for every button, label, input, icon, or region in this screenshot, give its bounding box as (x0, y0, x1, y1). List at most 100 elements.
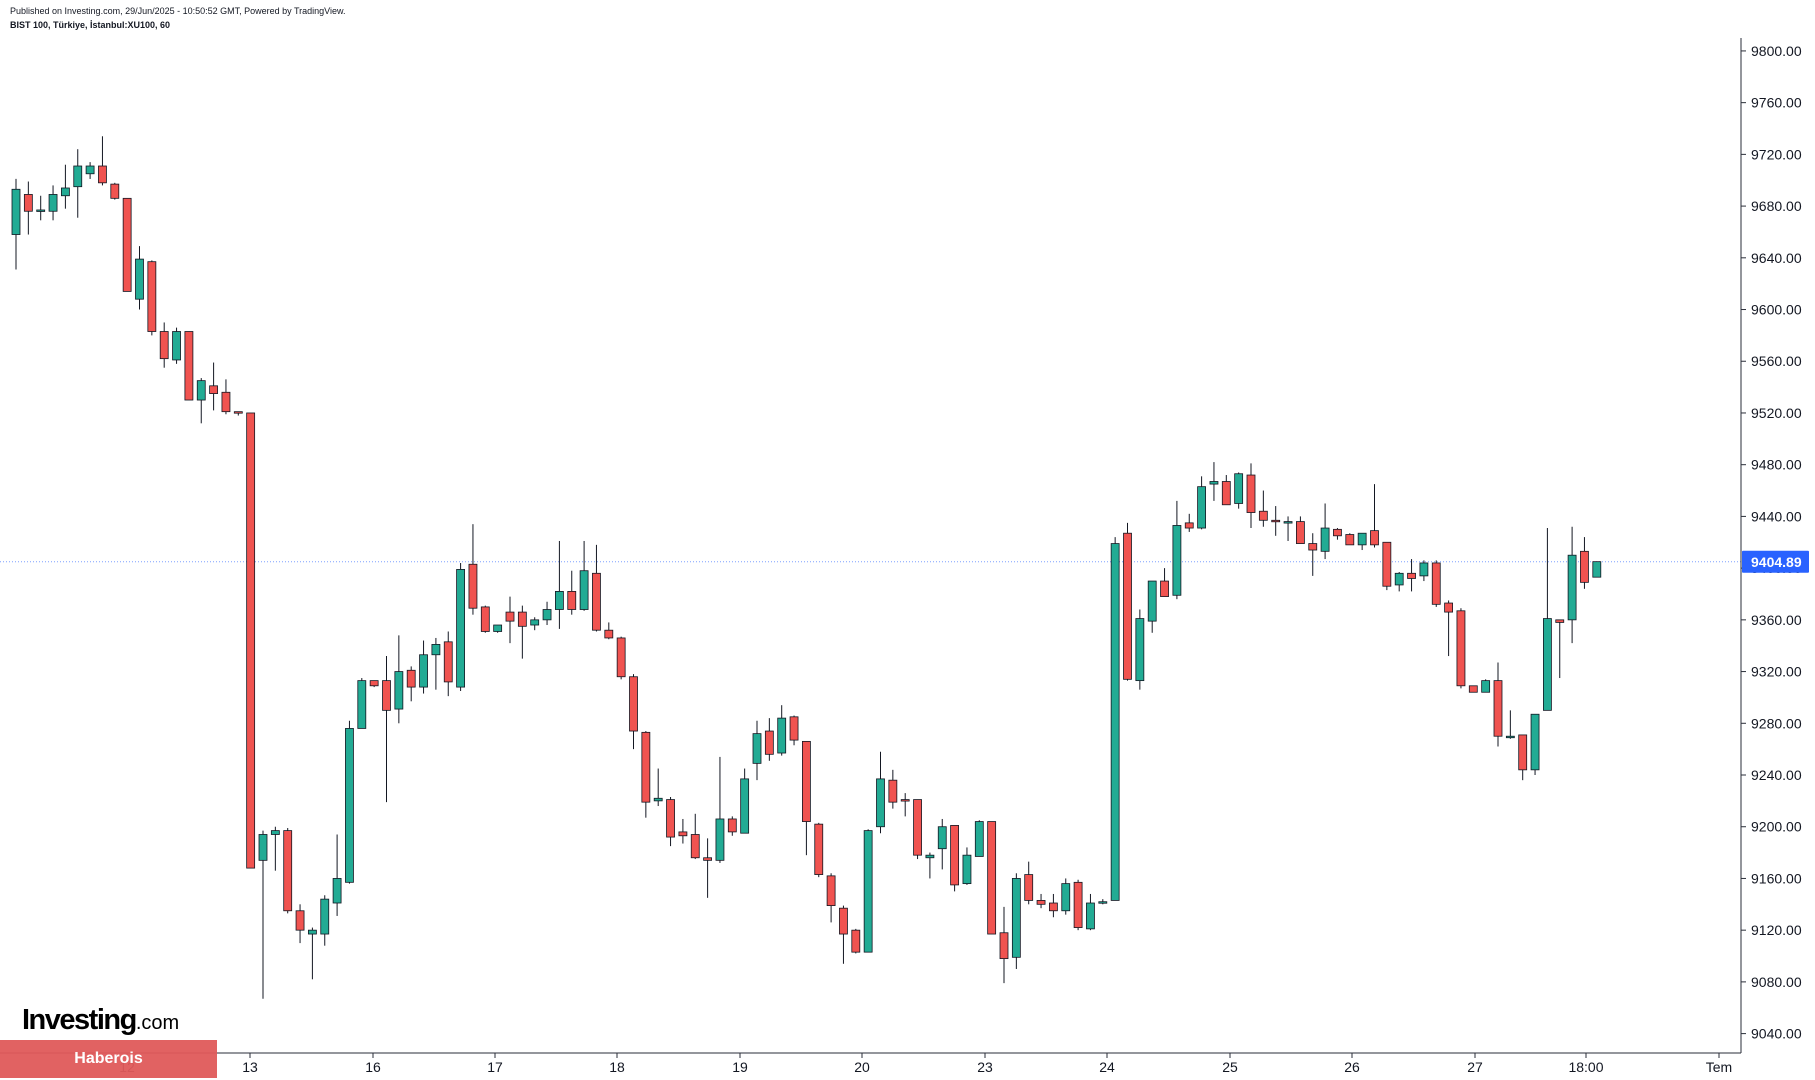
candle-body-down (1036, 900, 1046, 905)
candle (604, 622, 614, 640)
candle (1147, 580, 1157, 633)
candle-body-down (406, 669, 416, 688)
logo-suffix-text: .com (135, 1012, 180, 1034)
candle-body-up (85, 165, 95, 175)
candle-body-down (147, 261, 157, 332)
candle (36, 195, 46, 221)
x-tick-label: 25 (1222, 1059, 1238, 1075)
candle (962, 847, 972, 885)
candle (678, 818, 688, 844)
candle (752, 720, 762, 781)
candle (1543, 528, 1552, 711)
x-tick-label: 18 (609, 1059, 625, 1075)
candle-body-down (851, 929, 861, 953)
candle (98, 136, 107, 186)
candle (135, 246, 144, 310)
x-tick-label: 19 (732, 1059, 748, 1075)
candle (270, 826, 280, 871)
candle (1468, 685, 1478, 693)
candle (1049, 893, 1058, 918)
candle (1419, 560, 1429, 582)
last-price-badge (1742, 550, 1809, 573)
candle (1184, 513, 1194, 532)
candle-body-up (61, 187, 70, 197)
candle (764, 718, 774, 761)
candle-body-up (925, 854, 935, 859)
y-tick-label: 9040.00 (1751, 1026, 1802, 1042)
candle (1431, 560, 1441, 607)
candle-body-down (1431, 562, 1441, 605)
candle (382, 656, 391, 803)
candle (258, 830, 268, 999)
candle-body-up (135, 258, 144, 300)
candle (826, 873, 836, 923)
candle-body-up (1419, 562, 1429, 577)
x-tick-label: 17 (487, 1059, 503, 1075)
candle-body-down (283, 830, 293, 912)
candle-body-up (579, 570, 589, 610)
candle (1320, 503, 1330, 560)
y-tick-label: 9760.00 (1751, 95, 1802, 111)
x-tick-label: 13 (242, 1059, 258, 1075)
candle (468, 524, 478, 615)
candle-body-down (1271, 519, 1281, 523)
x-tick-label: 24 (1099, 1059, 1115, 1075)
candle (629, 674, 638, 750)
candle (913, 799, 922, 860)
candle-body-down (567, 591, 577, 610)
candle (456, 562, 466, 691)
candle (616, 636, 626, 680)
candle-body-up (345, 728, 354, 883)
candle-body-down (1468, 685, 1478, 693)
candle-body-up (270, 830, 280, 835)
candle-body-up (1209, 481, 1219, 485)
publish-info: Published on Investing.com, 29/Jun/2025 … (10, 6, 346, 16)
candle (530, 617, 540, 631)
candle (888, 769, 898, 809)
candle-body-up (962, 854, 972, 885)
candle (443, 631, 453, 697)
candle-body-up (876, 778, 885, 828)
x-tick-label: 26 (1344, 1059, 1360, 1075)
candle-body-down (987, 821, 997, 935)
candle-body-up (258, 834, 268, 861)
candle-body-up (48, 194, 58, 212)
candle (727, 816, 737, 836)
candle (789, 715, 799, 746)
candle (369, 680, 379, 688)
candle-body-down (159, 331, 169, 360)
candle-body-down (913, 799, 922, 856)
candle (1456, 608, 1466, 689)
candle-body-up (653, 797, 663, 802)
candle-layer (11, 136, 1602, 999)
last-price-label: 9404.89 (1751, 554, 1802, 570)
candle (1382, 541, 1392, 591)
candle (666, 796, 675, 847)
candle (110, 182, 120, 200)
candle (863, 829, 873, 953)
x-tick-label: 18:00 (1568, 1059, 1603, 1075)
candle (320, 895, 330, 946)
candle (61, 164, 70, 209)
candle-body-down (246, 412, 256, 869)
candle (814, 822, 824, 878)
candle-body-up (332, 878, 342, 904)
candle (555, 540, 564, 629)
y-tick-label: 9480.00 (1751, 457, 1802, 473)
candle (876, 751, 885, 834)
candle-body-down (209, 385, 219, 394)
y-tick-layer: 9800.00 9760.00 9720.00 9680.00 9640.00 9600.… (1741, 43, 1802, 1042)
candle-body-up (1592, 561, 1602, 578)
candle (1135, 609, 1145, 690)
candle-body-up (1481, 680, 1491, 693)
candle (802, 740, 811, 856)
candle (950, 825, 959, 892)
candle (1592, 561, 1602, 578)
candle (1567, 526, 1577, 644)
candle-body-up (1110, 543, 1120, 901)
candle-body-down (1160, 580, 1169, 597)
candle-body-down (1073, 881, 1083, 928)
candle-body-down (1246, 474, 1256, 513)
candle-body-up (1357, 532, 1367, 546)
